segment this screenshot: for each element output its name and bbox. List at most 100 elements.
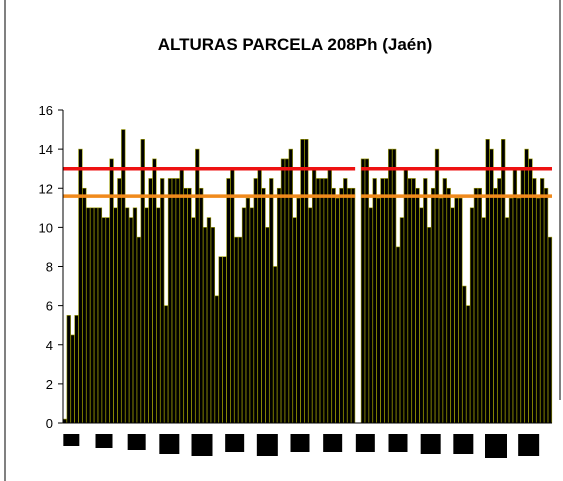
bar	[543, 187, 549, 424]
bar	[163, 305, 169, 424]
bar	[532, 178, 537, 424]
group-marker	[453, 434, 474, 454]
bar	[364, 158, 370, 424]
bar	[315, 178, 321, 424]
bar	[210, 227, 216, 424]
bar	[323, 178, 328, 424]
group-marker	[290, 434, 310, 452]
bar	[469, 207, 475, 424]
bar	[423, 178, 428, 424]
bar	[171, 178, 177, 424]
bar	[167, 178, 173, 424]
bar	[218, 256, 223, 424]
bar	[152, 158, 157, 424]
bar	[473, 187, 479, 424]
bar	[214, 295, 219, 424]
bar	[547, 236, 553, 424]
bar	[458, 197, 463, 424]
bar	[450, 207, 455, 424]
bar	[156, 207, 161, 424]
bar	[466, 305, 471, 424]
group-marker	[127, 434, 146, 450]
bar	[253, 178, 258, 424]
group-marker	[323, 434, 343, 452]
bar	[384, 178, 389, 424]
bar	[311, 168, 317, 424]
bar	[237, 236, 243, 424]
bar	[331, 187, 336, 424]
y-tick-label: 0	[46, 416, 53, 431]
group-marker	[159, 434, 180, 454]
bar	[493, 187, 498, 424]
y-tick-label: 14	[39, 142, 53, 157]
bar	[175, 178, 180, 424]
bar	[132, 207, 138, 424]
bar	[234, 236, 239, 424]
group-marker	[420, 434, 441, 454]
bar	[222, 256, 227, 424]
bar	[148, 178, 153, 424]
bar	[403, 168, 408, 424]
bar	[93, 207, 99, 424]
bar	[508, 197, 514, 424]
bar	[269, 178, 274, 424]
chart-title: ALTURAS PARCELA 208Ph (Jaén)	[158, 35, 433, 54]
bar	[415, 187, 420, 424]
group-marker	[388, 434, 408, 452]
bar	[462, 285, 467, 424]
bar	[536, 197, 541, 424]
group-marker	[355, 434, 375, 452]
bar	[411, 178, 416, 424]
bar	[117, 178, 122, 424]
bar	[520, 168, 525, 424]
bar	[516, 197, 521, 424]
y-tick-label: 12	[39, 181, 53, 196]
bar	[245, 197, 251, 424]
bar	[360, 158, 366, 424]
bar	[391, 148, 397, 424]
bar	[524, 148, 529, 424]
bar	[292, 217, 297, 424]
group-marker	[191, 434, 213, 456]
bar	[485, 139, 490, 424]
y-tick-label: 16	[39, 103, 53, 118]
y-tick-label: 2	[46, 377, 53, 392]
bar	[454, 197, 459, 424]
bar	[335, 197, 340, 424]
bar	[195, 148, 200, 424]
bar	[308, 207, 313, 424]
bar	[347, 187, 352, 424]
bar	[109, 158, 114, 424]
bar	[125, 207, 130, 424]
bar	[276, 187, 282, 424]
bar	[343, 178, 348, 424]
bar	[430, 187, 436, 424]
bar	[434, 148, 440, 424]
bar	[497, 178, 502, 424]
bar	[288, 148, 293, 424]
bar	[70, 334, 75, 424]
bar	[438, 197, 444, 424]
bar	[101, 217, 106, 424]
bar	[86, 207, 91, 424]
y-tick-label: 10	[39, 220, 53, 235]
bar	[304, 139, 309, 424]
bar	[74, 315, 79, 424]
bar	[66, 315, 71, 424]
bar	[504, 217, 510, 424]
bar	[388, 148, 393, 424]
bar	[226, 178, 231, 424]
bar	[89, 207, 95, 424]
bar	[241, 207, 247, 424]
bar	[427, 227, 432, 424]
bar	[160, 178, 165, 424]
bar	[140, 139, 145, 424]
bar	[144, 207, 149, 424]
bar	[187, 187, 192, 424]
bar	[376, 197, 381, 424]
bar	[327, 168, 332, 424]
bar	[202, 227, 208, 424]
bar	[442, 178, 447, 424]
y-tick-label: 8	[46, 260, 53, 275]
